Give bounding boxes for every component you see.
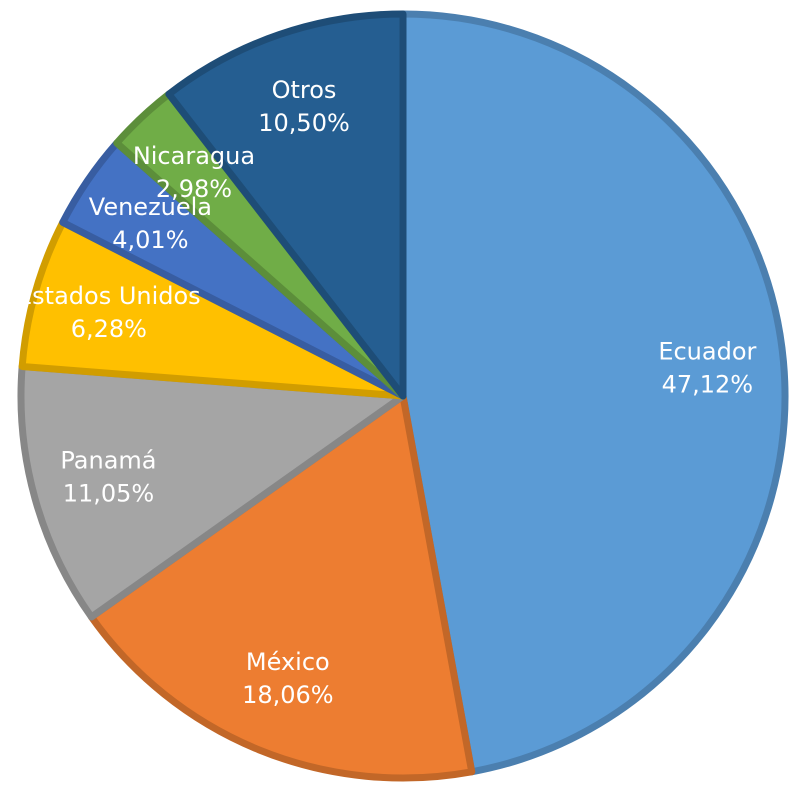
pie-slice — [87, 392, 476, 782]
slice-label: Estados Unidos — [17, 282, 201, 310]
slice-value-label: 18,06% — [242, 681, 334, 709]
slice-value-label: 47,12% — [662, 370, 754, 398]
slice-label: Ecuador — [658, 337, 756, 365]
slice-label: Otros — [272, 76, 337, 104]
pie-slice — [165, 10, 407, 400]
slice-value-label: 6,28% — [71, 315, 147, 343]
pie-slice — [399, 10, 789, 776]
slice-label: Nicaragua — [133, 142, 255, 170]
slice-label: México — [246, 648, 330, 676]
slice-value-label: 11,05% — [63, 479, 155, 507]
slice-value-label: 10,50% — [258, 109, 350, 137]
slice-value-label: 4,01% — [112, 226, 188, 254]
slice-label: Panamá — [60, 446, 156, 474]
slice-label: Venezuela — [89, 193, 212, 221]
pie-slice — [18, 218, 407, 400]
pie-slice — [17, 363, 407, 621]
slice-value-label: 2,98% — [156, 175, 232, 203]
